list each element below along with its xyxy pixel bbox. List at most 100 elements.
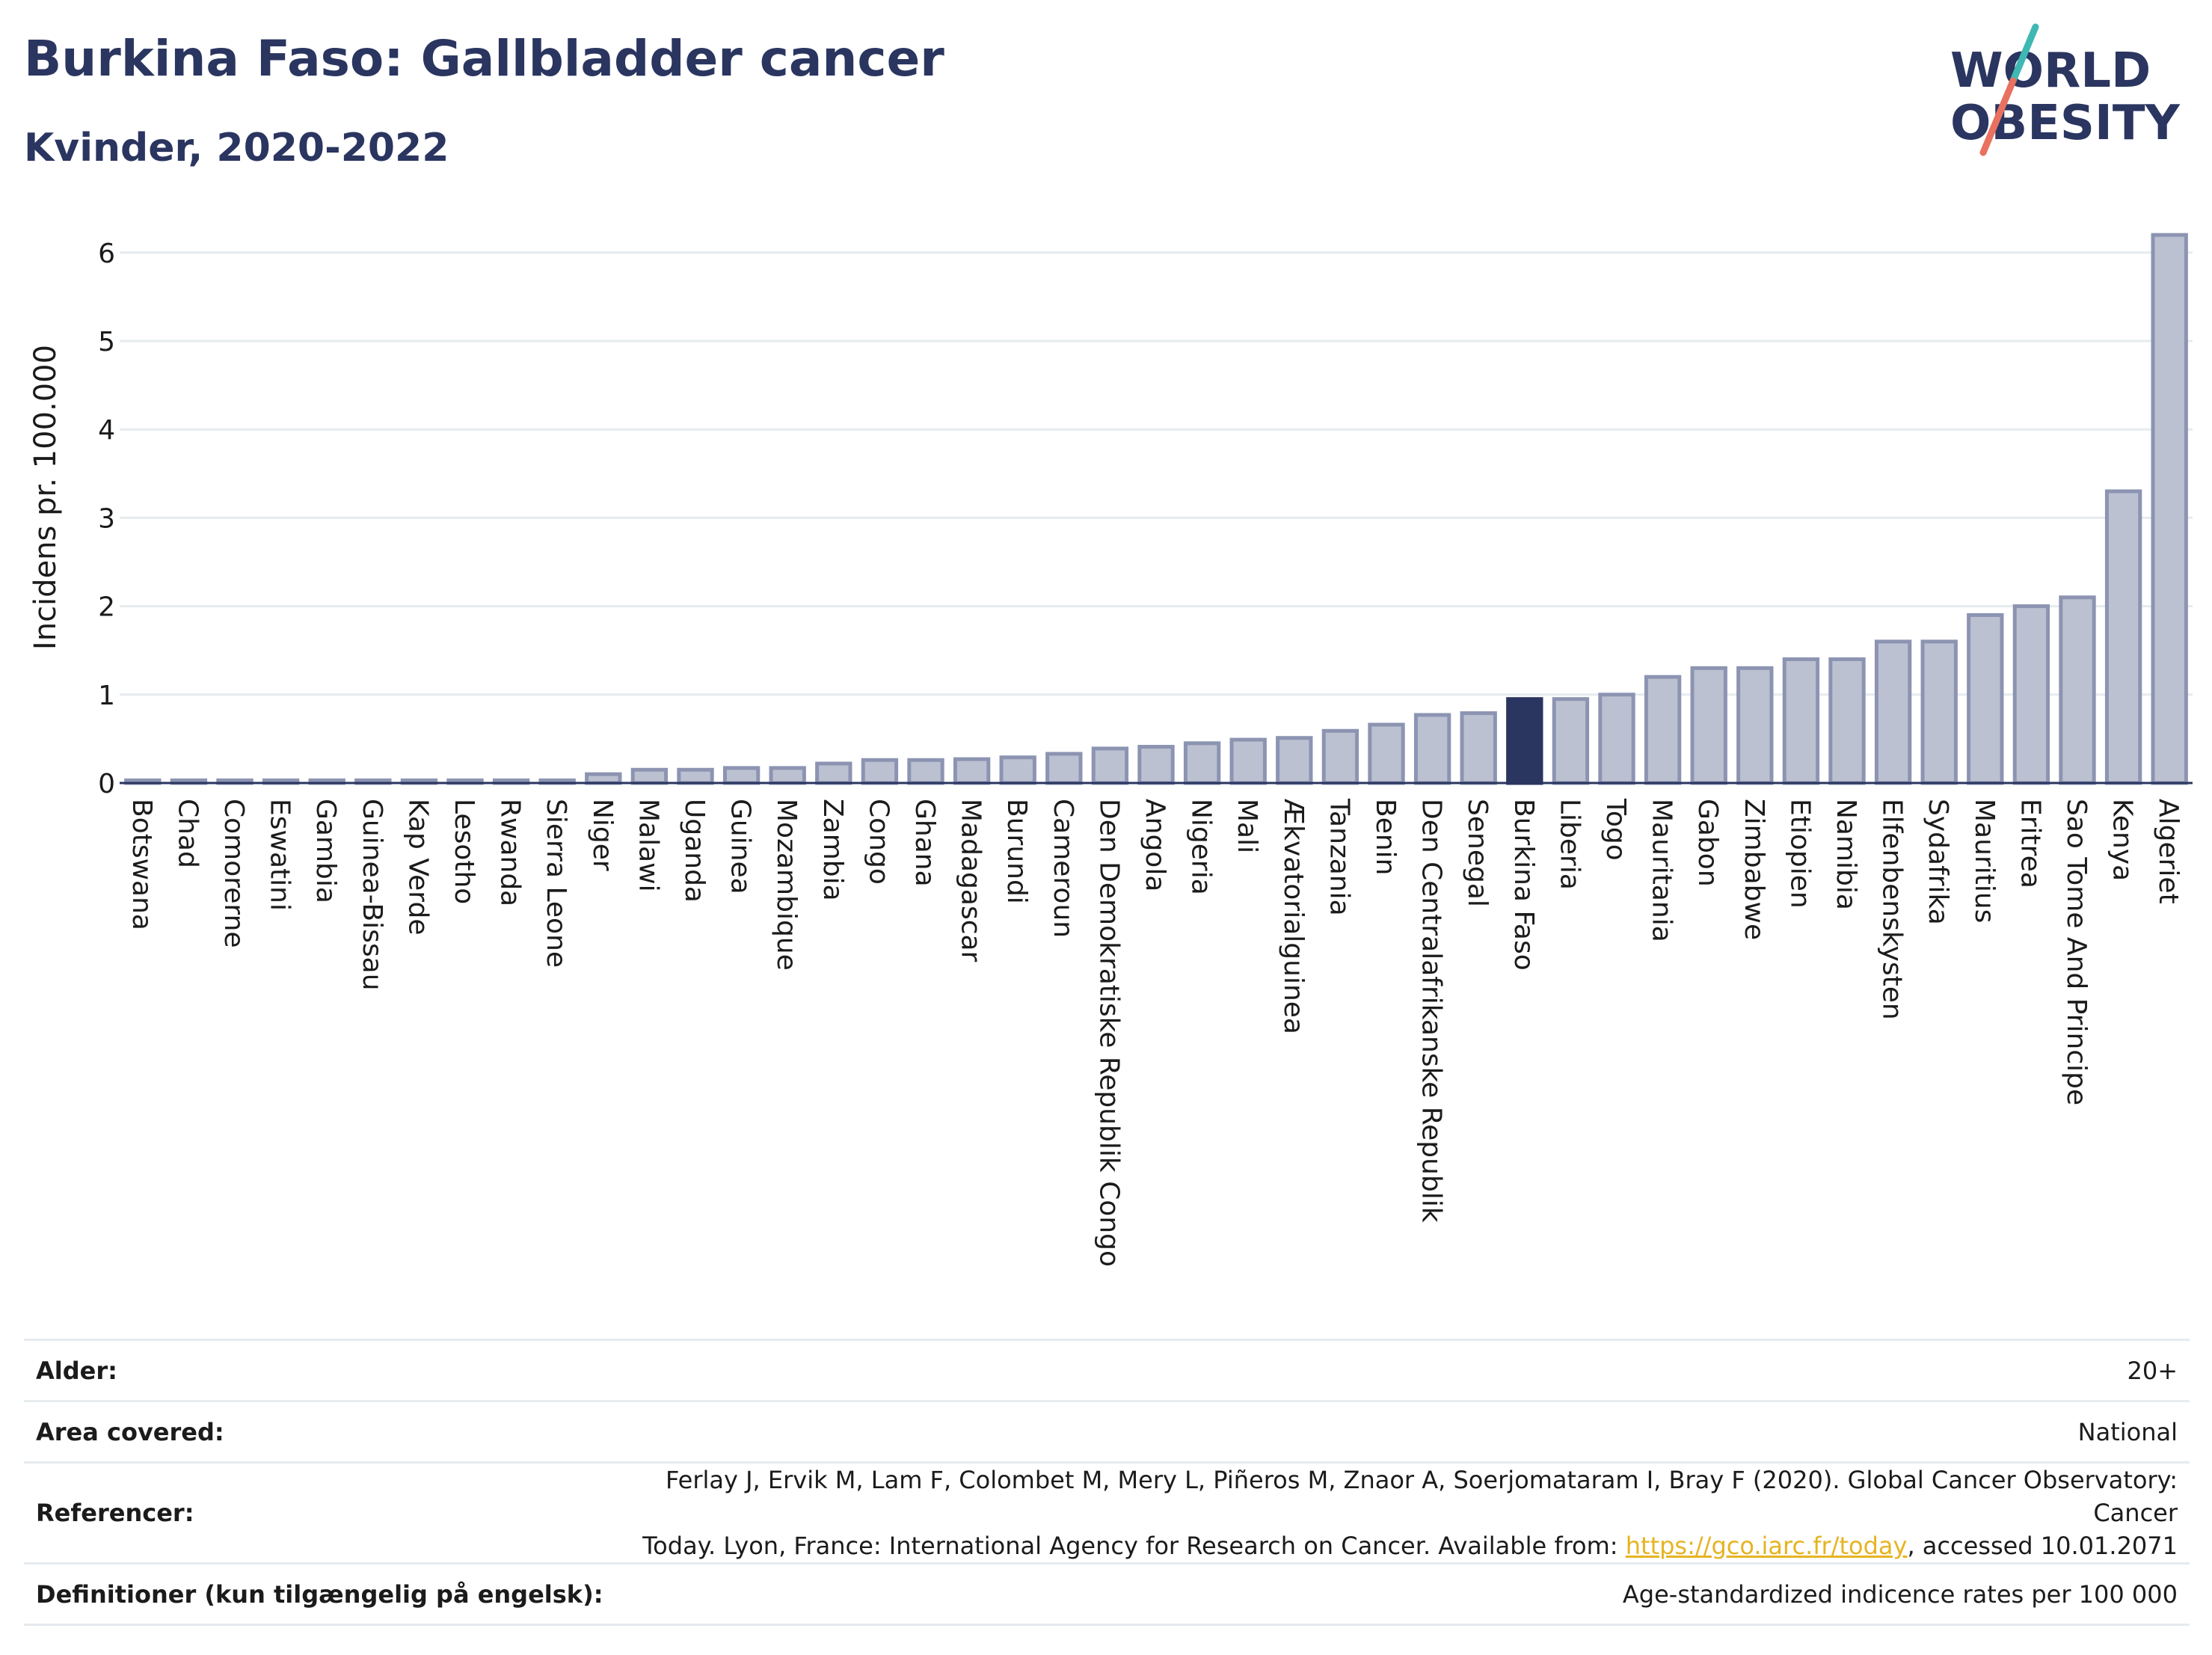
y-tick-label: 6: [98, 239, 115, 269]
bar-chart: 0 1 2 3 4 5 6 Incidens pr. 100.000 Botswana Cha…: [28, 233, 2193, 1267]
age-value: 20+: [615, 1339, 2190, 1401]
bar: [861, 758, 899, 785]
bar: [1736, 666, 1774, 785]
x-tick-label: Algeriet: [2153, 799, 2184, 904]
x-tick-label: Etiopien: [1784, 799, 1815, 909]
bar: [1598, 693, 1635, 785]
x-tick-label: Ghana: [909, 799, 940, 887]
bar: [1229, 737, 1267, 785]
logo-slash-coral: [1979, 77, 2017, 156]
x-tick-label: Den Centralafrikanske Republik: [1416, 799, 1447, 1223]
y-axis-label: Incidens pr. 100.000: [28, 345, 63, 650]
bars: [124, 233, 2188, 785]
bar: [677, 767, 714, 785]
bar: [1276, 736, 1313, 785]
x-tick-label: Zambia: [817, 799, 848, 901]
chart-title: Burkina Faso: Gallbladder cancer: [24, 30, 944, 87]
x-tick-label: Rwanda: [495, 799, 526, 906]
chart-subtitle: Kvinder, 2020-2022: [24, 126, 449, 171]
references-line2-post: , accessed 10.01.2071: [1907, 1532, 2178, 1560]
x-tick-label: Elfenbenskysten: [1877, 799, 1908, 1020]
x-tick-label: Eritrea: [2015, 799, 2045, 888]
bar: [2104, 489, 2142, 785]
x-tick-label: Guinea: [725, 799, 756, 894]
bar: [1874, 639, 1912, 785]
x-tick-label: Kenya: [2107, 799, 2138, 881]
bar: [1552, 697, 1590, 785]
bar: [2151, 233, 2188, 785]
x-tick-label: Sao Tome And Principe: [2061, 799, 2092, 1105]
x-tick-label: Niger: [587, 799, 618, 871]
y-tick-label: 3: [98, 503, 115, 534]
bar: [585, 772, 622, 785]
bar: [1091, 746, 1129, 785]
bar: [1183, 741, 1221, 785]
x-tick-label: Comorerne: [218, 799, 249, 948]
bar: [1045, 752, 1083, 785]
x-tick-label: Zimbabwe: [1739, 799, 1769, 940]
info-row-references: Referencer: Ferlay J, Ervik M, Lam F, Co…: [24, 1461, 2190, 1564]
references-link[interactable]: https://gco.iarc.fr/today: [1625, 1532, 1908, 1560]
x-tick-label: Sierra Leone: [541, 799, 571, 968]
bar: [999, 755, 1036, 785]
x-tick-label: Kap Verde: [402, 799, 433, 935]
y-tick-label: 1: [98, 681, 115, 711]
x-tick-label: Congo: [863, 799, 894, 885]
info-row-area: Area covered: National: [24, 1400, 2190, 1463]
x-axis-tick-labels: Botswana Chad Comorerne Eswatini Gambia Guine…: [126, 798, 2184, 1267]
bar: [815, 761, 852, 785]
area-label: Area covered:: [24, 1400, 615, 1463]
info-row-definitions: Definitioner (kun tilgængelig på engelsk…: [24, 1562, 2190, 1626]
x-tick-label: Chad: [172, 799, 203, 868]
x-tick-label: Madagascar: [956, 799, 986, 962]
references-line2-pre: Today. Lyon, France: International Agenc…: [642, 1532, 1626, 1560]
x-tick-label: Nigeria: [1186, 799, 1217, 895]
x-tick-label: Guinea-Bissau: [357, 799, 387, 991]
bar: [1413, 713, 1451, 785]
x-tick-label: Senegal: [1462, 799, 1493, 907]
x-tick-label: Gabon: [1692, 799, 1723, 887]
bar: [2059, 595, 2096, 785]
x-tick-label: Uganda: [679, 799, 710, 903]
definitions-label: Definitioner (kun tilgængelig på engelsk…: [24, 1562, 615, 1626]
x-tick-label: Eswatini: [265, 799, 295, 911]
x-tick-label: Mauritius: [1969, 799, 2000, 923]
bar: [953, 757, 991, 785]
references-label: Referencer:: [24, 1461, 615, 1564]
bar: [630, 767, 669, 785]
x-tick-label: Benin: [1370, 799, 1401, 875]
references-value: Ferlay J, Ervik M, Lam F, Colombet M, Me…: [615, 1461, 2190, 1564]
x-tick-label: Mali: [1232, 799, 1262, 853]
x-tick-label: Mauritania: [1647, 799, 1677, 942]
x-tick-label: Sydafrika: [1923, 799, 1953, 925]
world-obesity-logo: WORLD OBESITY: [1950, 23, 2180, 156]
bar: [1690, 666, 1727, 785]
bar: [907, 758, 944, 785]
x-tick-label: Angola: [1140, 799, 1170, 891]
bar: [1368, 722, 1405, 785]
y-tick-label: 0: [98, 769, 115, 799]
x-tick-label: Liberia: [1554, 799, 1585, 890]
x-tick-label: Den Demokratiske Republik Congo: [1093, 799, 1124, 1267]
x-tick-label: Ækvatorialguinea: [1278, 799, 1309, 1034]
bar: [722, 766, 761, 785]
x-tick-label: Botswana: [126, 799, 157, 930]
x-tick-label: Togo: [1600, 798, 1631, 861]
logo-text-world: WORLD: [1950, 43, 2151, 99]
bar: [1644, 675, 1682, 785]
x-tick-label: Lesotho: [449, 799, 479, 904]
y-axis-ticks: 0 1 2 3 4 5 6: [98, 239, 115, 799]
x-tick-label: Namibia: [1831, 799, 1861, 910]
info-table: Alder: 20+ Area covered: National Refere…: [24, 1339, 2190, 1626]
age-label: Alder:: [24, 1339, 615, 1401]
grid-lines: [120, 251, 2193, 696]
bar: [1460, 711, 1497, 785]
definitions-value: Age-standardized indicence rates per 100…: [615, 1562, 2190, 1626]
bar: [1828, 657, 1866, 785]
y-tick-label: 5: [98, 327, 115, 357]
references-line1: Ferlay J, Ervik M, Lam F, Colombet M, Me…: [666, 1466, 2178, 1527]
x-tick-label: Mozambique: [771, 799, 802, 971]
x-tick-label: Tanzania: [1324, 798, 1354, 916]
x-tick-label: Cameroun: [1048, 799, 1078, 938]
y-tick-label: 2: [98, 592, 115, 623]
